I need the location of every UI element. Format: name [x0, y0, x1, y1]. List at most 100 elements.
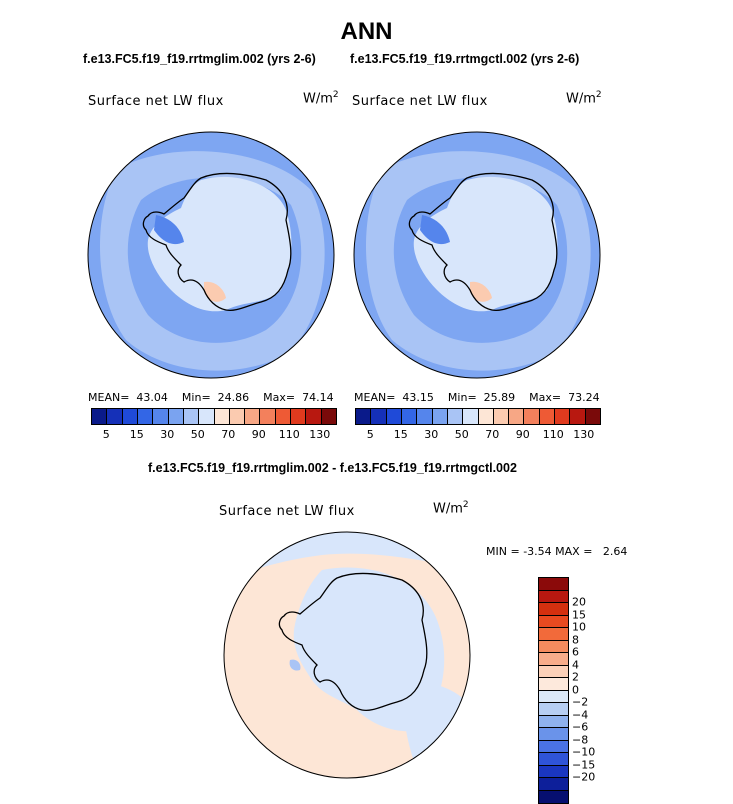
panel2-units: W/m2	[566, 90, 602, 107]
panel2-case-title: f.e13.FC5.f19_f19.rrtmgctl.002 (yrs 2-6)	[350, 52, 580, 66]
coastal-region	[154, 215, 184, 245]
antarctica-coastline	[408, 172, 558, 312]
colorbar-tick-label: 2	[572, 670, 579, 684]
colorbar-tick-label: 90	[251, 428, 266, 441]
colorbar-box	[555, 409, 571, 424]
colorbar-box	[92, 409, 108, 424]
colorbar-box	[321, 409, 336, 424]
colorbar-box	[539, 753, 568, 766]
colorbar-box	[539, 628, 568, 641]
panel2-stats: MEAN= 43.15 Min= 25.89 Max= 73.24	[354, 391, 600, 404]
colorbar-tick-label: 10	[572, 620, 586, 634]
colorbar-box	[229, 409, 246, 424]
main-title: ANN	[340, 18, 393, 45]
warm-region	[204, 281, 226, 302]
difference-min-max: MIN = -3.54 MAX = 2.64	[486, 545, 628, 558]
warm-region	[470, 281, 492, 302]
colorbar-box	[291, 409, 307, 424]
colorbar-box	[524, 409, 540, 424]
colorbar-tick-label: 90	[515, 428, 530, 441]
colorbar-tick-label: 110	[278, 428, 300, 441]
colorbar-tick-label: −20	[572, 770, 596, 784]
colorbar-box	[463, 409, 479, 424]
panel1-variable-label: Surface net LW flux	[88, 94, 224, 109]
panel1-polar-map	[87, 131, 335, 379]
colorbar-box	[356, 409, 372, 424]
coastal-region	[420, 215, 450, 245]
difference-polar-map	[223, 531, 471, 779]
colorbar-tick-label: 70	[221, 428, 236, 441]
colorbar-tick-label: 50	[190, 428, 205, 441]
colorbar-tick-label: 15	[129, 428, 144, 441]
colorbar-box	[539, 640, 568, 653]
colorbar-box	[539, 765, 568, 778]
colorbar-box	[306, 409, 322, 424]
colorbar-tick-label: 30	[424, 428, 439, 441]
map-boundary	[87, 131, 335, 379]
interior-region	[147, 176, 292, 312]
colorbar-box	[539, 665, 568, 678]
antarctica-coastline	[278, 572, 428, 712]
colorbar-box	[539, 615, 568, 628]
colorbar-tick-label: 110	[542, 428, 564, 441]
colorbar-box	[539, 409, 556, 424]
colorbar-box	[214, 409, 230, 424]
map-boundary	[223, 531, 471, 779]
colorbar-box	[539, 678, 568, 691]
colorbar-box	[539, 715, 568, 728]
colorbar-box	[401, 409, 418, 424]
colorbar-box	[539, 740, 568, 753]
map-boundary	[353, 131, 601, 379]
colorbar-tick-label: 5	[102, 428, 110, 441]
colorbar-box	[245, 409, 261, 424]
colorbar-box	[260, 409, 276, 424]
difference-case-title: f.e13.FC5.f19_f19.rrtmglim.002 - f.e13.F…	[148, 461, 517, 475]
colorbar-box	[107, 409, 123, 424]
colorbar-box	[168, 409, 184, 424]
colorbar-tick-label: −15	[572, 758, 596, 771]
panel2-variable-label: Surface net LW flux	[352, 94, 488, 109]
colorbar-box	[432, 409, 448, 424]
colorbar-box	[493, 409, 510, 424]
panel1-case-title: f.e13.FC5.f19_f19.rrtmglim.002 (yrs 2-6)	[83, 52, 316, 66]
colorbar-tick-label: 6	[572, 645, 579, 659]
colorbar-box	[539, 653, 568, 666]
colorbar-tick-label: 8	[572, 633, 579, 646]
colorbar-box	[447, 409, 464, 424]
colorbar-box	[539, 603, 568, 616]
colorbar-box	[183, 409, 200, 424]
antarctica-coastline	[142, 172, 292, 312]
difference-colorbar	[538, 577, 569, 804]
colorbar-box	[137, 409, 154, 424]
colorbar-box	[539, 690, 568, 703]
colorbar-tick-label: 130	[573, 428, 595, 441]
colorbar-tick-label: 15	[572, 608, 586, 621]
colorbar-tick-label: 30	[160, 428, 175, 441]
colorbar-box	[539, 728, 568, 741]
colorbar-tick-label: 4	[572, 658, 579, 671]
colorbar-tick-label: −6	[572, 720, 589, 734]
colorbar-tick-label: 20	[572, 595, 586, 609]
colorbar-box	[570, 409, 586, 424]
colorbar-box	[417, 409, 433, 424]
colorbar-tick-label: 0	[572, 683, 579, 696]
colorbar-tick-label: 50	[454, 428, 469, 441]
colorbar-box	[478, 409, 494, 424]
difference-variable-label: Surface net LW flux	[219, 504, 355, 519]
colorbar-tick-label: −10	[572, 745, 596, 759]
colorbar-box	[539, 703, 568, 716]
colorbar-tick-label: 70	[485, 428, 500, 441]
panel2-polar-map	[353, 131, 601, 379]
colorbar-box	[539, 590, 568, 603]
panel2-colorbar	[355, 408, 601, 425]
colorbar-box	[509, 409, 525, 424]
colorbar-tick-label: 15	[393, 428, 408, 441]
interior-region	[413, 176, 558, 312]
diff-negative-spot	[289, 659, 301, 671]
panel1-units: W/m2	[303, 90, 339, 107]
colorbar-box	[275, 409, 292, 424]
colorbar-tick-label: −2	[572, 695, 589, 709]
difference-units: W/m2	[433, 500, 469, 517]
colorbar-box	[539, 578, 568, 591]
colorbar-tick-label: −8	[572, 733, 589, 746]
